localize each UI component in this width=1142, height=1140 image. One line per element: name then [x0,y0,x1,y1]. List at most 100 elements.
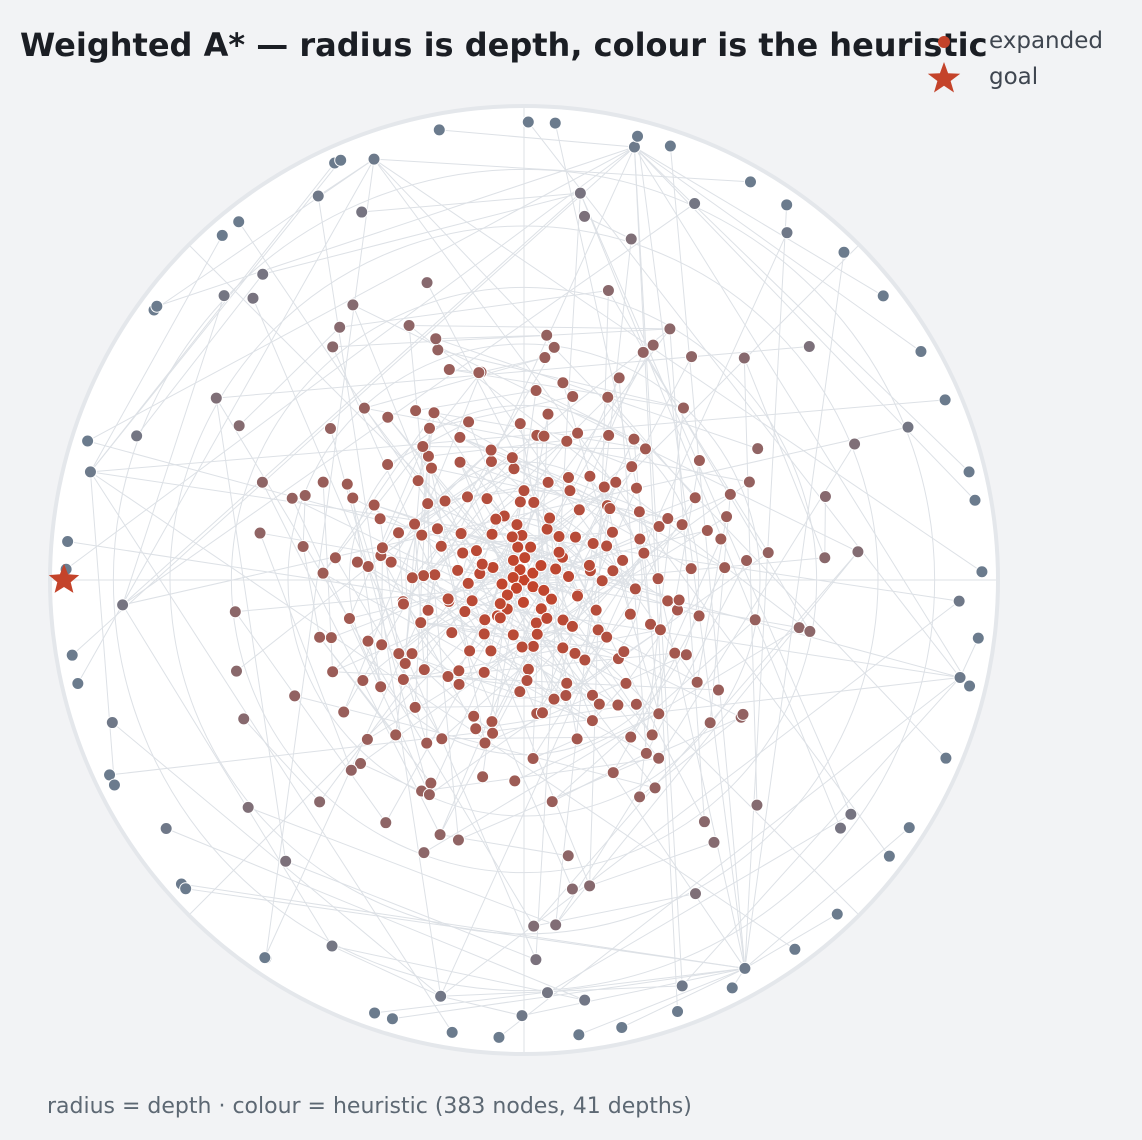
tree-node [414,616,428,630]
tree-node [392,647,406,661]
tree-node [700,523,714,537]
tree-node [534,558,548,572]
tree-node [357,401,371,415]
tree-edge [234,611,387,823]
tree-node [638,442,652,456]
tree-node [953,671,967,685]
tree-node [179,882,193,896]
tree-node [559,689,573,703]
tree-edge [514,713,660,782]
tree-node [830,907,844,921]
tree-node [83,465,97,479]
tree-edge [265,159,375,959]
tree-node [578,993,592,1007]
tree-edge [681,677,961,987]
tree-node [416,439,430,453]
tree-node [432,123,446,137]
tree-node [368,1006,382,1020]
tree-node [374,680,388,694]
tree-node [256,267,270,281]
tree-node [743,175,757,189]
tree-edge [215,397,535,927]
tree-node [417,846,431,860]
tree-node [780,226,794,240]
tree-node [633,532,647,546]
tree-node [430,522,444,536]
tree-node [480,492,494,506]
tree-node [568,646,582,660]
tree-node [526,639,540,653]
tree-node [524,540,538,554]
tree-node [592,697,606,711]
tree-node [637,546,651,560]
tree-edge [247,806,556,926]
tree-edge [959,637,979,678]
tree-node [563,484,577,498]
tree-node [296,539,310,553]
tree-node [323,422,337,436]
tree-node [527,919,541,933]
tree-node [456,546,470,560]
tree-node [427,406,441,420]
tree-node [663,139,677,153]
legend-label-expanded: expanded [989,28,1103,54]
tree-node [736,707,750,721]
tree-edge [521,967,745,1017]
tree-node [725,981,739,995]
tree-edge [547,813,852,994]
tree-edge [744,913,838,969]
tree-node [316,475,330,489]
tree-node [751,442,765,456]
tree-node [326,665,340,679]
tree-node [505,451,519,465]
tree-node [513,685,527,699]
tree-node [526,752,540,766]
tree-node [516,595,530,609]
tree-node [690,675,704,689]
tree-node [65,648,79,662]
tree-edge [90,159,342,473]
tree-node [462,415,476,429]
tree-edge [440,600,960,997]
tree-edge [536,487,637,714]
tree-node [515,640,529,654]
tree-node [316,566,330,580]
tree-edge [554,122,746,969]
tree-edge [122,426,909,606]
tree-edge [90,399,946,473]
tree-edge [435,338,758,450]
tree-node [511,540,525,554]
tree-node [668,646,682,660]
tree-node [535,706,549,720]
tree-node [340,477,354,491]
tree-edge [216,346,810,399]
tree-node [326,340,340,354]
tree-node [661,594,675,608]
tree-edge [122,604,333,947]
tree-node [534,602,548,616]
tree-node [396,673,410,687]
tree-node [632,505,646,519]
tree-edge [435,334,547,340]
tree-node [279,854,293,868]
tree-node [723,487,737,501]
tree-node [513,495,527,509]
tree-edge [498,677,961,1038]
tree-node [561,849,575,863]
tree-node [629,481,643,495]
tree-node [703,716,717,730]
tree-node [453,455,467,469]
tree-node [876,289,890,303]
tree-node [438,494,452,508]
tree-node [521,115,535,129]
tree-node [445,1025,459,1039]
tree-node [116,598,130,612]
tree-node [602,428,616,442]
tree-edge [334,557,443,739]
tree-node [461,576,475,590]
tree-edge [589,841,715,887]
tree-node [818,490,832,504]
tree-node [619,676,633,690]
tree-node [420,276,434,290]
